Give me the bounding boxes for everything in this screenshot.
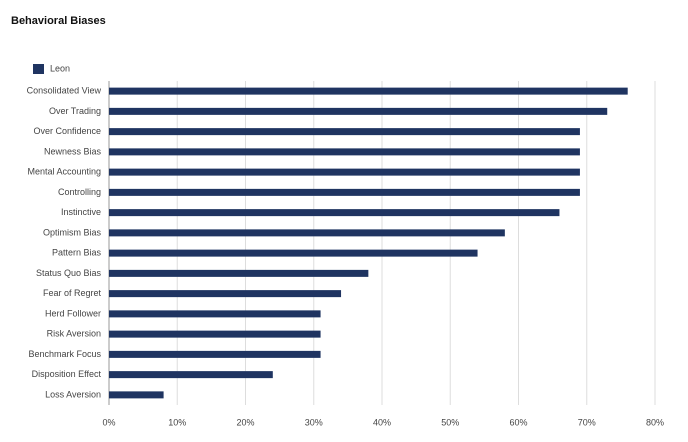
y-tick-label: Instinctive: [61, 207, 101, 217]
x-tick-label: 20%: [236, 417, 254, 427]
bar: [109, 209, 560, 217]
bar: [109, 350, 321, 358]
bar: [109, 87, 628, 95]
y-tick-label: Controlling: [58, 187, 101, 197]
x-tick-label: 0%: [102, 417, 115, 427]
x-tick-label: 50%: [441, 417, 459, 427]
chart-title: Behavioral Biases: [11, 15, 106, 27]
y-tick-label: Status Quo Bias: [36, 268, 102, 278]
y-tick-label: Newness Bias: [44, 146, 102, 156]
x-tick-label: 30%: [305, 417, 323, 427]
legend-swatch: [33, 64, 44, 74]
bar: [109, 249, 478, 257]
bar: [109, 330, 321, 338]
y-tick-label: Pattern Bias: [52, 248, 102, 258]
y-tick-label: Consolidated View: [27, 86, 102, 96]
y-tick-label: Disposition Effect: [32, 369, 102, 379]
bar: [109, 107, 608, 115]
bar: [109, 290, 342, 298]
y-tick-label: Over Trading: [49, 106, 101, 116]
x-tick-label: 70%: [578, 417, 596, 427]
y-tick-label: Fear of Regret: [43, 288, 102, 298]
y-tick-label: Risk Aversion: [47, 329, 101, 339]
bar: [109, 168, 580, 176]
y-tick-label: Mental Accounting: [27, 167, 101, 177]
y-tick-label: Benchmark Focus: [28, 349, 101, 359]
bar: [109, 148, 580, 156]
x-tick-label: 60%: [509, 417, 527, 427]
y-tick-label: Loss Aversion: [45, 389, 101, 399]
y-tick-label: Herd Follower: [45, 308, 101, 318]
bar: [109, 310, 321, 318]
x-tick-label: 40%: [373, 417, 391, 427]
bar: [109, 229, 505, 237]
bar: [109, 269, 369, 277]
y-tick-label: Optimism Bias: [43, 227, 102, 237]
y-tick-label: Over Confidence: [33, 126, 101, 136]
bar: [109, 391, 164, 399]
x-tick-label: 10%: [168, 417, 186, 427]
legend-label: Leon: [50, 63, 70, 73]
x-tick-label: 80%: [646, 417, 664, 427]
bar: [109, 188, 580, 196]
bar: [109, 371, 273, 379]
bar: [109, 128, 580, 136]
